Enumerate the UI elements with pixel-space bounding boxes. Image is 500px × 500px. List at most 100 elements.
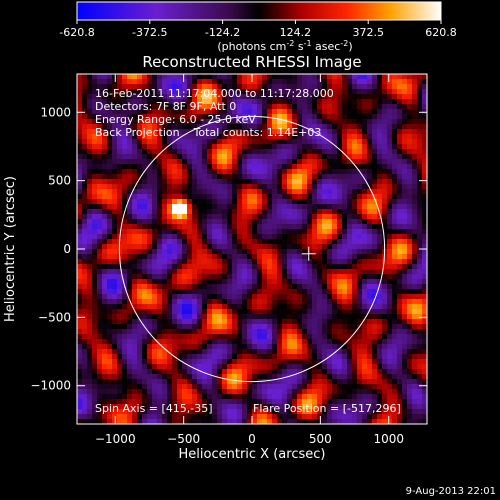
heatmap-cell bbox=[422, 79, 427, 85]
heatmap-cell bbox=[352, 239, 358, 245]
heatmap-cell bbox=[297, 164, 303, 170]
heatmap-cell bbox=[277, 369, 283, 375]
heatmap-cell bbox=[197, 224, 203, 230]
heatmap-cell bbox=[92, 404, 98, 410]
heatmap-cell bbox=[112, 284, 118, 290]
heatmap-cell bbox=[172, 89, 178, 95]
heatmap-cell bbox=[197, 154, 203, 160]
heatmap-cell bbox=[272, 399, 278, 405]
heatmap-cell bbox=[387, 214, 393, 220]
heatmap-cell bbox=[117, 124, 123, 130]
heatmap-cell bbox=[297, 109, 303, 115]
heatmap-cell bbox=[342, 274, 348, 280]
heatmap-cell bbox=[382, 179, 388, 185]
heatmap-cell bbox=[187, 369, 193, 375]
heatmap-cell bbox=[327, 144, 333, 150]
heatmap-cell bbox=[82, 314, 88, 320]
heatmap-cell bbox=[292, 269, 298, 275]
heatmap-cell bbox=[147, 409, 153, 415]
heatmap-cell bbox=[137, 354, 143, 360]
heatmap-cell bbox=[317, 204, 323, 210]
heatmap-cell bbox=[372, 404, 378, 410]
heatmap-cell bbox=[337, 304, 343, 310]
heatmap-cell bbox=[162, 409, 168, 415]
heatmap-cell bbox=[112, 324, 118, 330]
heatmap-cell bbox=[402, 289, 408, 295]
heatmap-cell bbox=[192, 129, 198, 135]
heatmap-cell bbox=[302, 104, 308, 110]
heatmap-cell bbox=[102, 274, 108, 280]
heatmap-cell bbox=[237, 174, 243, 180]
heatmap-cell bbox=[262, 299, 268, 305]
heatmap-cell bbox=[107, 289, 113, 295]
heatmap-cell bbox=[332, 154, 338, 160]
heatmap-cell bbox=[102, 84, 108, 90]
heatmap-cell bbox=[232, 374, 238, 380]
heatmap-cell bbox=[242, 199, 248, 205]
heatmap-cell bbox=[347, 184, 353, 190]
heatmap-cell bbox=[92, 414, 98, 420]
heatmap-cell bbox=[157, 224, 163, 230]
heatmap-cell bbox=[312, 339, 318, 345]
heatmap-cell bbox=[192, 99, 198, 105]
heatmap-cell bbox=[262, 159, 268, 165]
heatmap-cell bbox=[352, 164, 358, 170]
heatmap-cell bbox=[132, 174, 138, 180]
heatmap-cell bbox=[317, 194, 323, 200]
heatmap-cell bbox=[302, 259, 308, 265]
heatmap-cell bbox=[292, 369, 298, 375]
heatmap-cell bbox=[107, 334, 113, 340]
heatmap-cell bbox=[232, 84, 238, 90]
heatmap-cell bbox=[382, 299, 388, 305]
heatmap-cell bbox=[397, 294, 403, 300]
heatmap-cell bbox=[142, 94, 148, 100]
heatmap-cell bbox=[162, 119, 168, 125]
heatmap-cell bbox=[137, 289, 143, 295]
heatmap-cell bbox=[342, 234, 348, 240]
heatmap-cell bbox=[297, 349, 303, 355]
heatmap-cell bbox=[82, 369, 88, 375]
heatmap-cell bbox=[242, 394, 248, 400]
heatmap-cell bbox=[127, 99, 133, 105]
heatmap-cell bbox=[282, 414, 288, 420]
heatmap-cell bbox=[117, 314, 123, 320]
heatmap-cell bbox=[137, 274, 143, 280]
heatmap-cell bbox=[257, 289, 263, 295]
heatmap-cell bbox=[177, 289, 183, 295]
heatmap-cell bbox=[97, 124, 103, 130]
heatmap-cell bbox=[107, 139, 113, 145]
heatmap-cell bbox=[422, 394, 427, 400]
heatmap-cell bbox=[322, 399, 328, 405]
heatmap-cell bbox=[262, 179, 268, 185]
heatmap-cell bbox=[237, 404, 243, 410]
heatmap-cell bbox=[97, 254, 103, 260]
heatmap-cell bbox=[382, 359, 388, 365]
heatmap-cell bbox=[307, 359, 313, 365]
heatmap-cell bbox=[417, 239, 423, 245]
heatmap-cell bbox=[397, 354, 403, 360]
heatmap-cell bbox=[372, 209, 378, 215]
heatmap-cell bbox=[77, 114, 83, 120]
heatmap-cell bbox=[422, 164, 427, 170]
heatmap-cell bbox=[172, 389, 178, 395]
heatmap-cell bbox=[307, 154, 313, 160]
heatmap-cell bbox=[342, 134, 348, 140]
heatmap-cell bbox=[252, 179, 258, 185]
heatmap-cell bbox=[347, 134, 353, 140]
heatmap-cell bbox=[372, 384, 378, 390]
heatmap-cell bbox=[152, 409, 158, 415]
heatmap-cell bbox=[227, 289, 233, 295]
heatmap-cell bbox=[407, 414, 413, 420]
heatmap-cell bbox=[192, 214, 198, 220]
heatmap-cell bbox=[82, 289, 88, 295]
heatmap-cell bbox=[102, 89, 108, 95]
heatmap-cell bbox=[392, 314, 398, 320]
heatmap-cell bbox=[292, 124, 298, 130]
heatmap-cell bbox=[382, 364, 388, 370]
heatmap-cell bbox=[362, 89, 368, 95]
heatmap-cell bbox=[377, 79, 383, 85]
heatmap-cell bbox=[337, 244, 343, 250]
x-tick-label: −1000 bbox=[95, 432, 136, 446]
heatmap-cell bbox=[377, 319, 383, 325]
heatmap-cell bbox=[247, 159, 253, 165]
